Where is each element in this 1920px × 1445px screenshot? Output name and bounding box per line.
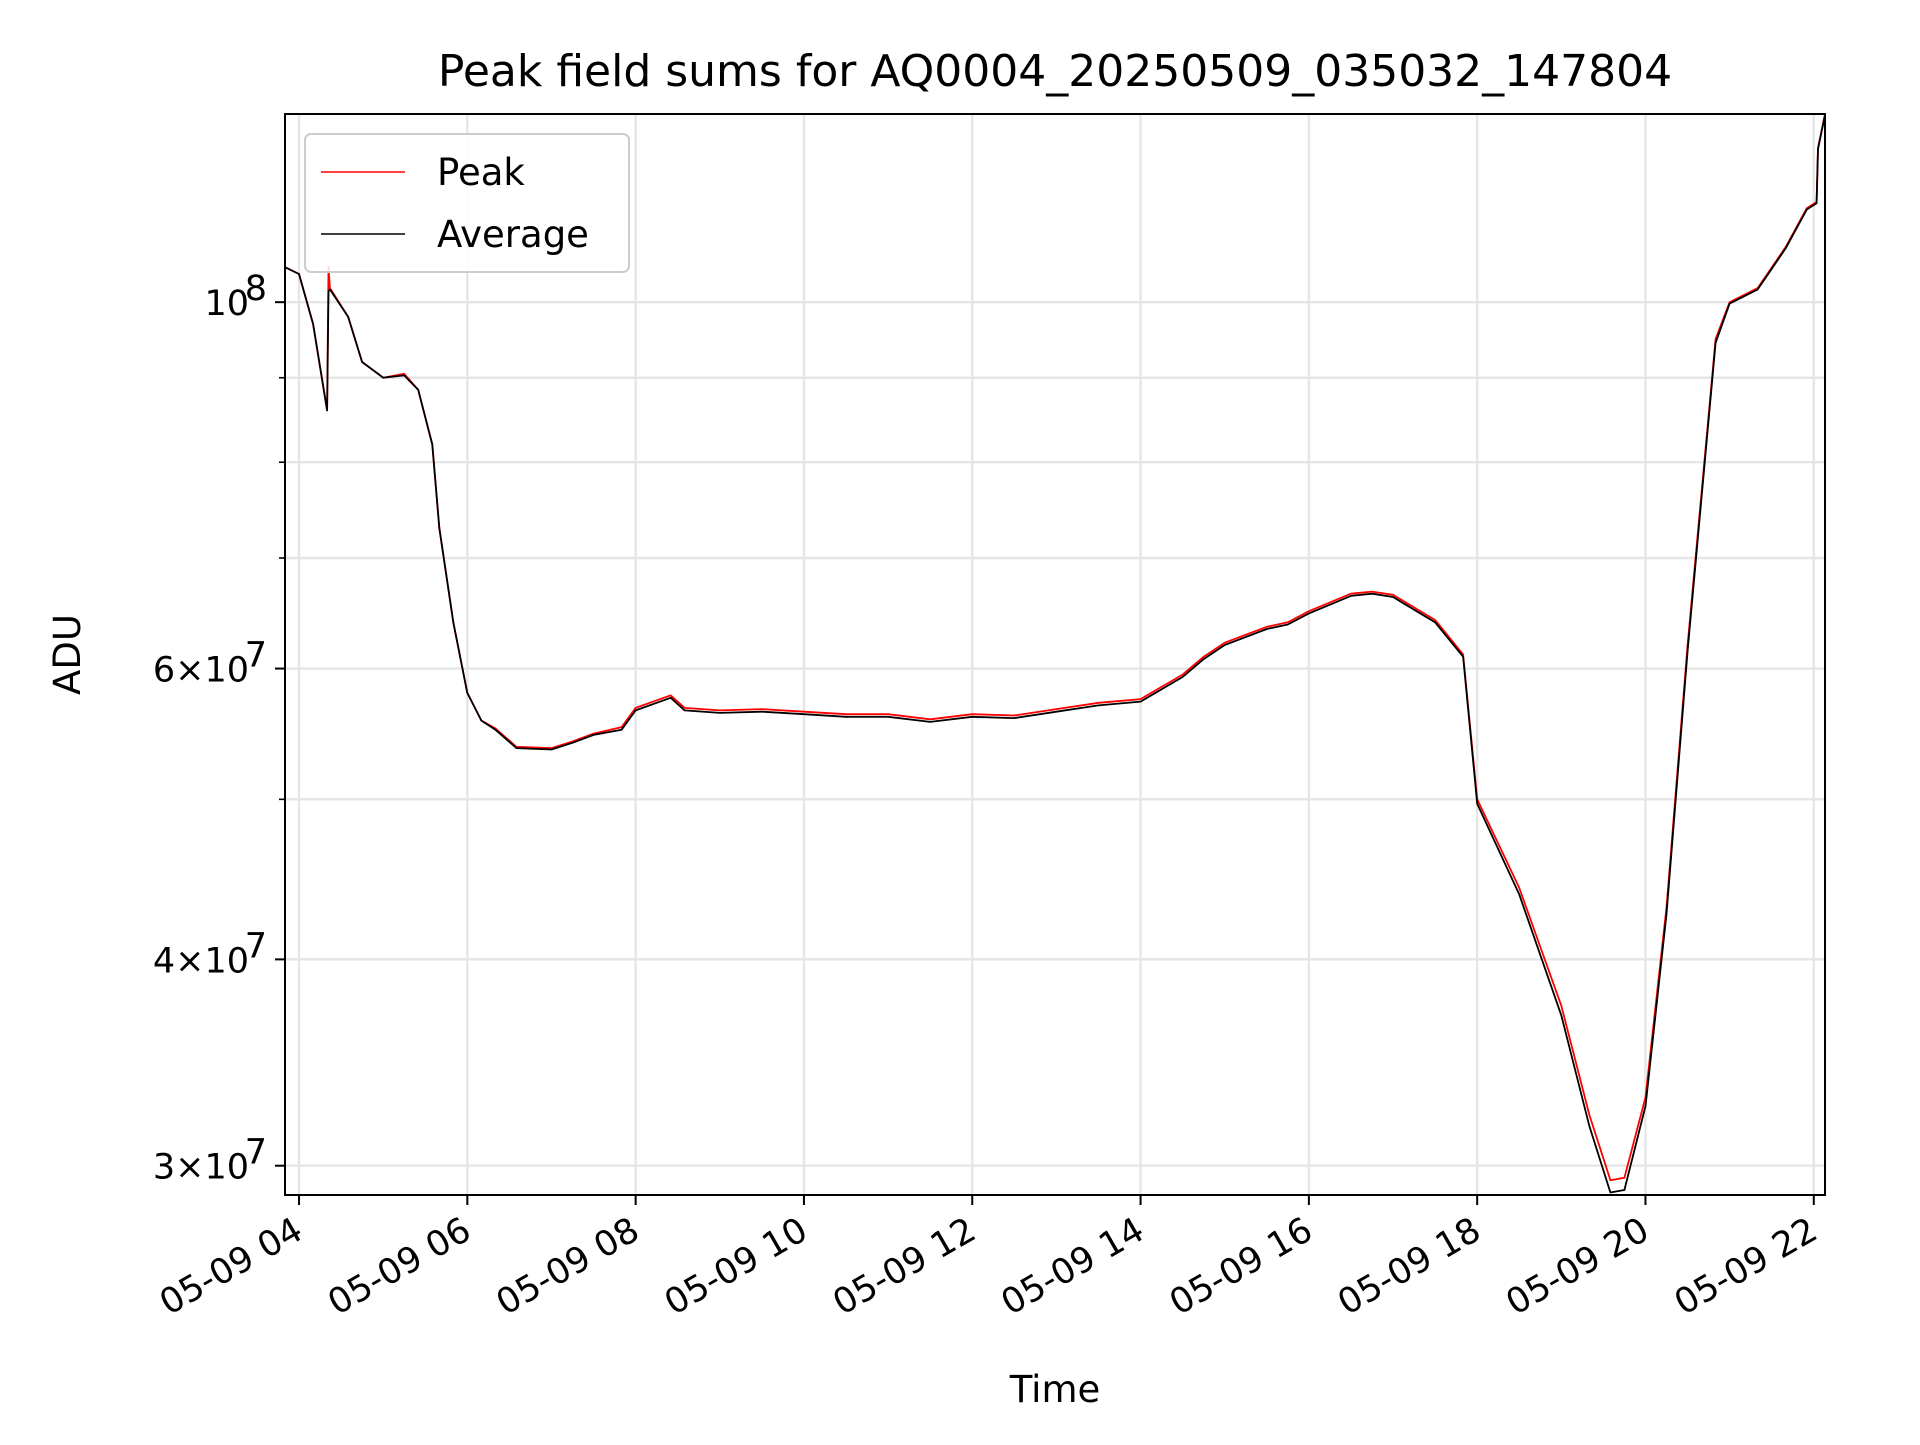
y-tick-exponent: 8 xyxy=(245,269,267,309)
y-tick-base: 4×10 xyxy=(153,941,249,981)
legend-label-average: Average xyxy=(437,213,589,256)
y-tick-exponent: 7 xyxy=(245,636,267,676)
legend-box xyxy=(304,133,630,273)
x-axis-label: Time xyxy=(1009,1368,1101,1411)
legend-label-peak: Peak xyxy=(437,151,525,194)
y-tick-exponent: 7 xyxy=(245,1133,267,1173)
y-tick-exponent: 7 xyxy=(245,926,267,966)
y-tick-label: 73×10 xyxy=(153,1133,267,1188)
y-tick-label: 74×10 xyxy=(153,926,267,981)
y-tick-base: 10 xyxy=(204,284,249,324)
y-tick-base: 3×10 xyxy=(153,1148,249,1188)
chart-title: Peak field sums for AQ0004_20250509_0350… xyxy=(438,46,1672,97)
legend: Peak Average xyxy=(304,133,630,273)
series-group xyxy=(284,113,1826,1194)
grid xyxy=(285,114,1825,1195)
y-tick-label: 810 xyxy=(204,269,267,324)
y-tick-base: 6×10 xyxy=(153,651,249,691)
plot-frame xyxy=(284,113,1826,1196)
y-tick-label: 76×10 xyxy=(153,636,267,691)
y-axis-label: ADU xyxy=(46,614,89,695)
series-line-average xyxy=(284,114,1826,1194)
